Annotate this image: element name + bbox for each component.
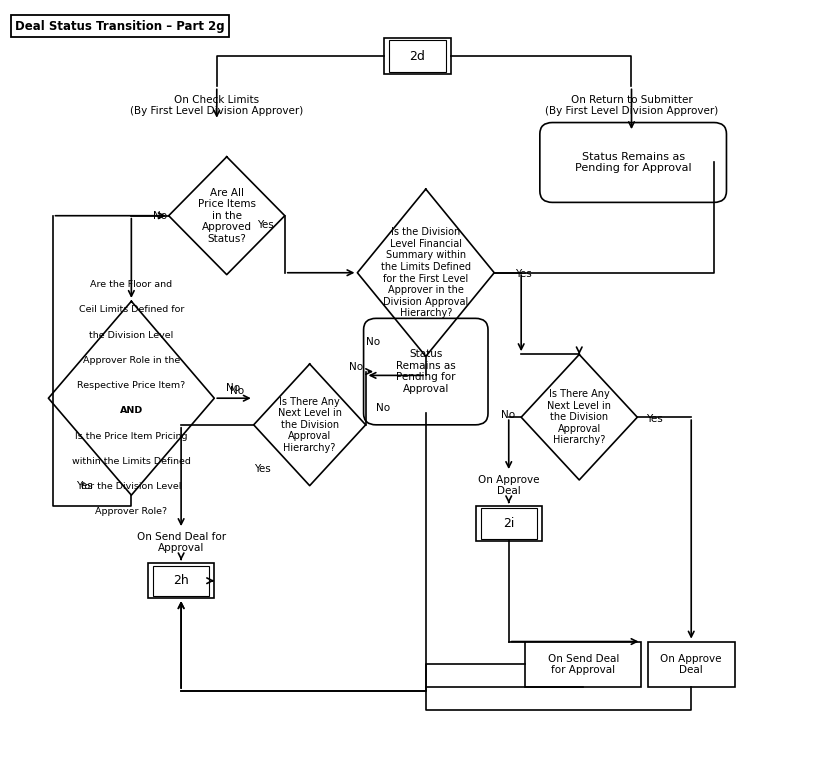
FancyBboxPatch shape: [525, 642, 641, 687]
Text: 2d: 2d: [409, 50, 426, 63]
Polygon shape: [254, 364, 366, 486]
Text: Approver Role in the: Approver Role in the: [83, 356, 180, 365]
Text: Status Remains as
Pending for Approval: Status Remains as Pending for Approval: [574, 152, 691, 173]
Text: Is the Division
Level Financial
Summary within
the Limits Defined
for the First : Is the Division Level Financial Summary …: [381, 228, 471, 319]
Text: Yes: Yes: [254, 464, 271, 474]
Text: No: No: [230, 386, 244, 396]
Text: Respective Price Item?: Respective Price Item?: [77, 381, 185, 390]
FancyBboxPatch shape: [648, 642, 735, 687]
Text: 2i: 2i: [503, 517, 514, 530]
Polygon shape: [521, 355, 637, 480]
Text: Is the Price Item Pricing: Is the Price Item Pricing: [75, 431, 188, 440]
Text: Approver Role?: Approver Role?: [95, 507, 167, 516]
FancyBboxPatch shape: [148, 563, 215, 598]
Text: No: No: [153, 211, 167, 221]
Text: On Approve
Deal: On Approve Deal: [660, 653, 722, 675]
Text: Are All
Price Items
in the
Approved
Status?: Are All Price Items in the Approved Stat…: [198, 188, 256, 244]
Text: Yes: Yes: [645, 414, 662, 424]
Text: No: No: [226, 383, 240, 393]
Text: Yes: Yes: [515, 270, 532, 280]
Text: On Send Deal
for Approval: On Send Deal for Approval: [548, 653, 619, 675]
Text: Ceil Limits Defined for: Ceil Limits Defined for: [78, 306, 184, 315]
Text: Status
Remains as
Pending for
Approval: Status Remains as Pending for Approval: [396, 349, 456, 394]
Text: within the Limits Defined: within the Limits Defined: [72, 457, 190, 466]
Text: Are the Floor and: Are the Floor and: [90, 280, 172, 290]
Polygon shape: [357, 189, 494, 356]
Text: Yes: Yes: [76, 481, 93, 492]
FancyBboxPatch shape: [384, 38, 451, 74]
Text: for the Division Level: for the Division Level: [81, 482, 181, 491]
Text: Is There Any
Next Level in
the Division
Approval
Hierarchy?: Is There Any Next Level in the Division …: [547, 389, 611, 445]
Text: On Approve
Deal: On Approve Deal: [478, 475, 539, 496]
Text: No: No: [376, 404, 390, 414]
Polygon shape: [169, 157, 285, 275]
Text: the Division Level: the Division Level: [89, 331, 174, 339]
FancyBboxPatch shape: [476, 506, 542, 541]
Text: On Send Deal for
Approval: On Send Deal for Approval: [137, 532, 225, 554]
FancyBboxPatch shape: [363, 319, 488, 425]
Text: Yes: Yes: [257, 221, 274, 231]
Text: 2h: 2h: [173, 574, 189, 588]
Text: On Return to Submitter
(By First Level Division Approver): On Return to Submitter (By First Level D…: [545, 95, 718, 116]
Text: On Check Limits
(By First Level Division Approver): On Check Limits (By First Level Division…: [130, 95, 303, 116]
Text: No: No: [501, 410, 515, 420]
Text: No: No: [367, 337, 381, 347]
Text: Deal Status Transition – Part 2g: Deal Status Transition – Part 2g: [15, 19, 225, 32]
FancyBboxPatch shape: [540, 123, 726, 202]
Text: AND: AND: [119, 406, 143, 415]
Polygon shape: [48, 301, 215, 495]
Text: No: No: [350, 362, 363, 372]
Text: Is There Any
Next Level in
the Division
Approval
Hierarchy?: Is There Any Next Level in the Division …: [278, 397, 342, 453]
